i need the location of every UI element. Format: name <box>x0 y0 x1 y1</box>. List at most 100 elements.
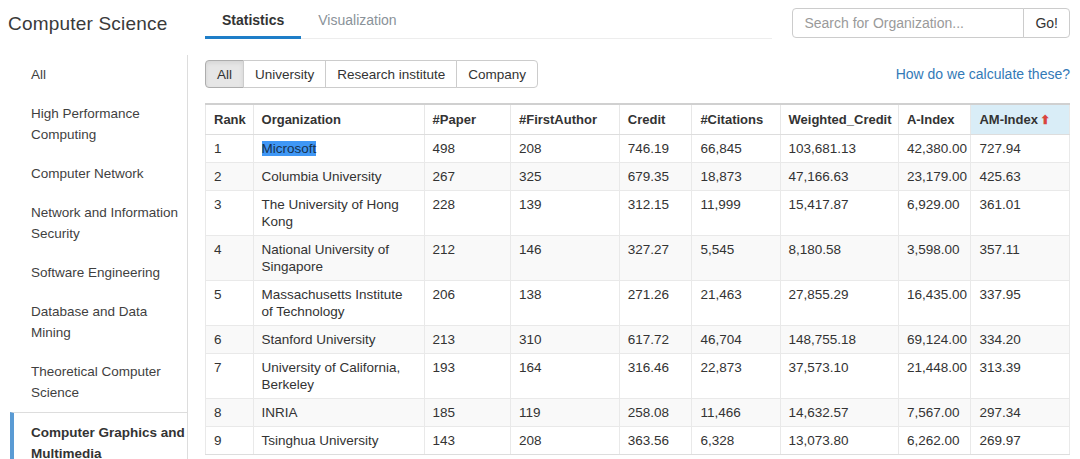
organization-cell[interactable]: The University of Hong Kong <box>253 191 424 236</box>
organization-type-filter: AllUniversityResearch instituteCompany <box>205 60 538 88</box>
cell-citations: 5,545 <box>692 236 780 281</box>
cell-rank: 8 <box>206 399 254 427</box>
cell-a-index: 6,929.00 <box>898 191 971 236</box>
main-panel: StatisticsVisualization Go! AllUniversit… <box>205 0 1070 455</box>
cell-rank: 7 <box>206 354 254 399</box>
filter-button-research-institute[interactable]: Research institute <box>325 60 457 88</box>
organization-cell[interactable]: Tsinghua University <box>253 427 424 455</box>
column-header-weighted-credit[interactable]: Weighted_Credit <box>780 104 898 135</box>
sidebar-item-network-and-information-security[interactable]: Network and Information Security <box>10 193 187 253</box>
filter-button-company[interactable]: Company <box>456 60 538 88</box>
sidebar-item-all[interactable]: All <box>10 55 187 94</box>
tab-statistics[interactable]: Statistics <box>205 0 301 39</box>
cell-citations: 46,704 <box>692 326 780 354</box>
search-input[interactable] <box>792 8 1024 38</box>
organization-cell[interactable]: INRIA <box>253 399 424 427</box>
sidebar-item-computer-network[interactable]: Computer Network <box>10 154 187 193</box>
cell-citations: 11,466 <box>692 399 780 427</box>
sidebar-item-theoretical-computer-science[interactable]: Theoretical Computer Science <box>10 352 187 412</box>
statistics-table: RankOrganization#Paper#FirstAuthorCredit… <box>205 103 1070 455</box>
table-row: 4National University of Singapore2121463… <box>206 236 1070 281</box>
cell-weighted-credit: 47,166.63 <box>780 163 898 191</box>
search-group: Go! <box>792 8 1070 38</box>
organization-cell[interactable]: National University of Singapore <box>253 236 424 281</box>
table-row: 7University of California, Berkeley19316… <box>206 354 1070 399</box>
cell-firstauthor: 146 <box>510 236 619 281</box>
column-header-am-index[interactable]: AM-Index⬆ <box>971 104 1070 135</box>
cell-firstauthor: 119 <box>510 399 619 427</box>
cell-paper: 206 <box>424 281 510 326</box>
go-button[interactable]: Go! <box>1023 8 1070 38</box>
cell-rank: 4 <box>206 236 254 281</box>
sidebar-item-software-engineering[interactable]: Software Engineering <box>10 253 187 292</box>
cell-weighted-credit: 8,180.58 <box>780 236 898 281</box>
cell-a-index: 3,598.00 <box>898 236 971 281</box>
cell-citations: 6,328 <box>692 427 780 455</box>
organization-cell[interactable]: Microsoft <box>253 135 424 163</box>
cell-firstauthor: 139 <box>510 191 619 236</box>
sidebar-nav: AllHigh Performance ComputingComputer Ne… <box>0 55 188 459</box>
organization-cell[interactable]: Massachusetts Institute of Technology <box>253 281 424 326</box>
cell-weighted-credit: 27,855.29 <box>780 281 898 326</box>
cell-firstauthor: 310 <box>510 326 619 354</box>
sidebar-item-database-and-data-mining[interactable]: Database and Data Mining <box>10 292 187 352</box>
cell-am-index: 361.01 <box>971 191 1070 236</box>
table-row: 8INRIA185119258.0811,46614,632.577,567.0… <box>206 399 1070 427</box>
cell-credit: 617.72 <box>619 326 692 354</box>
tab-visualization[interactable]: Visualization <box>301 0 413 38</box>
sidebar-item-high-performance-computing[interactable]: High Performance Computing <box>10 94 187 154</box>
organization-cell[interactable]: Stanford University <box>253 326 424 354</box>
cell-am-index: 269.97 <box>971 427 1070 455</box>
cell-weighted-credit: 148,755.18 <box>780 326 898 354</box>
filter-button-university[interactable]: University <box>243 60 326 88</box>
sidebar: Computer Science AllHigh Performance Com… <box>0 0 188 459</box>
cell-am-index: 313.39 <box>971 354 1070 399</box>
cell-paper: 143 <box>424 427 510 455</box>
cell-citations: 21,463 <box>692 281 780 326</box>
cell-paper: 213 <box>424 326 510 354</box>
cell-a-index: 16,435.00 <box>898 281 971 326</box>
cell-firstauthor: 325 <box>510 163 619 191</box>
cell-rank: 6 <box>206 326 254 354</box>
selected-text: Microsoft <box>262 141 317 156</box>
sidebar-title: Computer Science <box>0 0 188 35</box>
organization-cell[interactable]: Columbia University <box>253 163 424 191</box>
cell-weighted-credit: 15,417.87 <box>780 191 898 236</box>
column-header-rank[interactable]: Rank <box>206 104 254 135</box>
calculation-help-link[interactable]: How do we calculate these? <box>896 66 1070 82</box>
organization-cell[interactable]: University of California, Berkeley <box>253 354 424 399</box>
column-header-paper[interactable]: #Paper <box>424 104 510 135</box>
cell-firstauthor: 138 <box>510 281 619 326</box>
cell-paper: 212 <box>424 236 510 281</box>
table-row: 3The University of Hong Kong228139312.15… <box>206 191 1070 236</box>
cell-rank: 1 <box>206 135 254 163</box>
column-header-firstauthor[interactable]: #FirstAuthor <box>510 104 619 135</box>
cell-weighted-credit: 14,632.57 <box>780 399 898 427</box>
cell-paper: 228 <box>424 191 510 236</box>
cell-a-index: 7,567.00 <box>898 399 971 427</box>
sidebar-item-computer-graphics-and-multimedia[interactable]: Computer Graphics and Multimedia <box>10 412 187 459</box>
cell-credit: 679.35 <box>619 163 692 191</box>
sort-up-icon: ⬆ <box>1040 113 1050 127</box>
cell-am-index: 297.34 <box>971 399 1070 427</box>
cell-credit: 271.26 <box>619 281 692 326</box>
table-header-row: RankOrganization#Paper#FirstAuthorCredit… <box>206 104 1070 135</box>
cell-am-index: 357.11 <box>971 236 1070 281</box>
cell-am-index: 727.94 <box>971 135 1070 163</box>
cell-credit: 746.19 <box>619 135 692 163</box>
cell-firstauthor: 208 <box>510 427 619 455</box>
cell-rank: 5 <box>206 281 254 326</box>
table-row: 1Microsoft498208746.1966,845103,681.1342… <box>206 135 1070 163</box>
filter-button-all[interactable]: All <box>205 60 244 88</box>
cell-weighted-credit: 37,573.10 <box>780 354 898 399</box>
column-header-citations[interactable]: #Citations <box>692 104 780 135</box>
column-header-organization[interactable]: Organization <box>253 104 424 135</box>
cell-am-index: 334.20 <box>971 326 1070 354</box>
column-header-a-index[interactable]: A-Index <box>898 104 971 135</box>
cell-weighted-credit: 13,073.80 <box>780 427 898 455</box>
cell-credit: 327.27 <box>619 236 692 281</box>
cell-a-index: 42,380.00 <box>898 135 971 163</box>
table-row: 5Massachusetts Institute of Technology20… <box>206 281 1070 326</box>
column-header-credit[interactable]: Credit <box>619 104 692 135</box>
filter-row: AllUniversityResearch instituteCompany H… <box>205 60 1070 88</box>
